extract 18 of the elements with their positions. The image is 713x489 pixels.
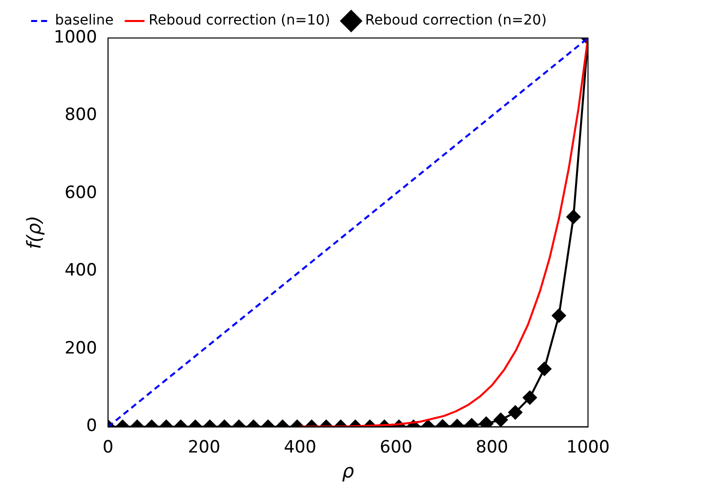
x-tick-label: 800 [476, 437, 508, 458]
x-tick-label: 0 [102, 437, 114, 458]
y-tick-label: 0 [86, 416, 98, 436]
x-tick-label: 400 [284, 437, 316, 458]
point [566, 210, 580, 224]
x-axis-title: ρ [342, 460, 354, 483]
y-tick-label: 600 [64, 182, 98, 203]
y-tick-label: 400 [64, 260, 98, 281]
x-tick-label: 1000 [566, 437, 610, 458]
x-tick-label: 600 [380, 437, 412, 458]
x-tick-label: 200 [188, 437, 220, 458]
y-tick-label: 1000 [54, 27, 98, 48]
legend-label: Reboud correction (n=20) [365, 12, 547, 29]
y-tick-label: 800 [64, 105, 98, 126]
legend-label: baseline [55, 12, 114, 29]
legend-label: Reboud correction (n=10) [148, 12, 330, 29]
y-tick-label: 200 [64, 338, 98, 358]
y-axis-title: f(ρ) [23, 216, 46, 250]
